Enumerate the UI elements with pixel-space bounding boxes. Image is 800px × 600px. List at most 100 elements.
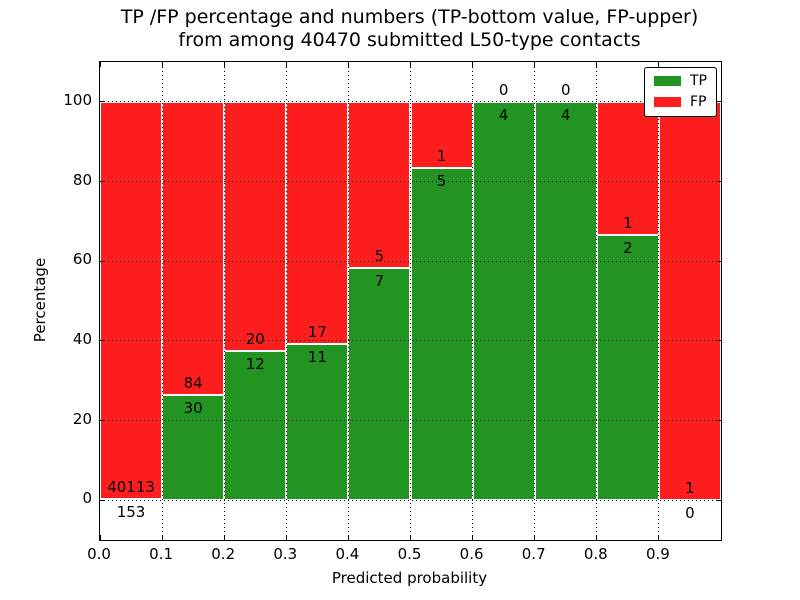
- x-axis-tick: [534, 62, 536, 67]
- x-tick-label: 0.4: [335, 545, 360, 563]
- fp-count-label: 40113: [107, 477, 155, 496]
- fp-count-label: 5: [374, 246, 385, 265]
- y-axis-tick: [100, 340, 105, 342]
- y-tick-label: 0: [82, 489, 92, 508]
- x-axis-tick: [596, 62, 598, 67]
- chart-title: TP /FP percentage and numbers (TP-bottom…: [99, 6, 720, 52]
- tp-count-label: 12: [245, 354, 265, 373]
- y-axis-tick: [100, 260, 105, 262]
- fp-count-label: 17: [307, 322, 327, 341]
- fp-bar: [410, 101, 473, 169]
- x-tick-label: 0.9: [645, 545, 670, 563]
- x-axis-tick: [285, 62, 287, 67]
- tp-bar: [348, 267, 411, 501]
- fp-count-label: 84: [183, 374, 203, 393]
- fp-count-label: 20: [245, 329, 265, 348]
- y-axis-label: Percentage: [31, 257, 49, 343]
- fp-bar: [658, 101, 721, 501]
- y-axis-tick: [100, 420, 105, 421]
- x-axis-tick: [347, 62, 349, 67]
- tp-bar: [162, 395, 225, 501]
- y-axis-tick: [716, 420, 721, 421]
- y-axis-tick: [100, 181, 105, 182]
- tp-bar: [286, 343, 349, 501]
- x-axis-tick: [161, 535, 163, 540]
- y-axis-tick: [716, 340, 721, 342]
- gridline-vertical: [658, 62, 660, 540]
- fp-count-label: 1: [685, 479, 695, 498]
- tp-count-label: 7: [374, 271, 385, 290]
- tp-count-label: 4: [560, 105, 571, 124]
- gridline-vertical: [534, 62, 536, 540]
- fp-bar: [162, 101, 225, 396]
- fp-color-swatch: [654, 97, 681, 107]
- gridline-vertical: [285, 62, 287, 540]
- legend-label-tp: TP: [690, 73, 707, 89]
- gridline-vertical: [596, 62, 598, 540]
- x-axis-tick: [596, 535, 598, 540]
- y-axis-tick: [716, 499, 721, 501]
- x-axis-tick: [472, 535, 474, 540]
- y-tick-label: 40: [72, 329, 92, 348]
- tp-bar: [224, 350, 287, 501]
- y-axis-tick: [100, 499, 105, 501]
- tp-count-label: 0: [685, 504, 695, 523]
- plot-area: TP FP 40113 153 84 30 20 12 17 11 5 7 1 5 0 4 0 4 1 2 1 0: [99, 61, 722, 541]
- x-axis-tick: [347, 535, 349, 540]
- x-tick-label: 0.7: [521, 545, 546, 563]
- fp-bar: [100, 101, 163, 499]
- fp-count-label: 0: [560, 80, 571, 99]
- x-tick-label: 0.5: [397, 545, 422, 563]
- y-tick-label: 60: [72, 250, 92, 269]
- x-tick-label: 0.1: [149, 545, 174, 563]
- x-axis-tick: [658, 535, 660, 540]
- legend: TP FP: [644, 67, 717, 117]
- y-axis-tick: [716, 260, 721, 262]
- gridline-vertical: [410, 62, 411, 540]
- x-axis-tick: [223, 62, 225, 67]
- tp-count-label: 153: [116, 502, 146, 521]
- tp-bar: [472, 101, 535, 501]
- tp-bar: [410, 168, 473, 501]
- x-axis-tick: [99, 62, 101, 67]
- fp-bar: [286, 101, 349, 344]
- x-axis-tick: [285, 535, 287, 540]
- y-tick-label: 80: [72, 170, 92, 189]
- legend-item-fp: FP: [654, 95, 707, 109]
- x-axis-tick: [472, 62, 474, 67]
- x-axis-tick: [720, 62, 722, 67]
- tp-color-swatch: [654, 76, 681, 86]
- tp-count-label: 2: [623, 238, 633, 257]
- y-axis-tick: [716, 101, 721, 103]
- x-tick-label: 0.2: [211, 545, 236, 563]
- x-tick-label: 0.6: [459, 545, 484, 563]
- legend-item-tp: TP: [654, 74, 707, 88]
- fp-count-label: 1: [436, 147, 447, 166]
- x-tick-label: 0.8: [583, 545, 608, 563]
- x-axis-tick: [161, 62, 163, 67]
- gridline-vertical: [472, 62, 474, 540]
- fp-count-label: 1: [623, 213, 633, 232]
- y-tick-label: 20: [72, 409, 92, 428]
- gridline-vertical: [223, 62, 225, 540]
- x-axis-tick: [410, 535, 411, 540]
- x-tick-label: 0.3: [273, 545, 298, 563]
- legend-label-fp: FP: [690, 94, 707, 110]
- fp-bar: [224, 101, 287, 351]
- x-axis-tick: [534, 535, 536, 540]
- x-axis-tick: [410, 62, 411, 67]
- tp-bar: [596, 234, 659, 501]
- x-axis-tick: [223, 535, 225, 540]
- tp-count-label: 30: [183, 399, 203, 418]
- fp-bar: [348, 101, 411, 268]
- chart-title-line1: TP /FP percentage and numbers (TP-bottom…: [120, 6, 699, 28]
- chart-title-line2: from among 40470 submitted L50-type cont…: [178, 29, 641, 51]
- gridline-vertical: [161, 62, 163, 540]
- y-axis-tick: [716, 181, 721, 182]
- x-tick-label: 0.0: [87, 545, 111, 563]
- y-tick-label: 100: [63, 90, 92, 109]
- tp-bar: [534, 101, 597, 501]
- x-axis-tick: [720, 535, 722, 540]
- y-axis-tick: [100, 101, 105, 103]
